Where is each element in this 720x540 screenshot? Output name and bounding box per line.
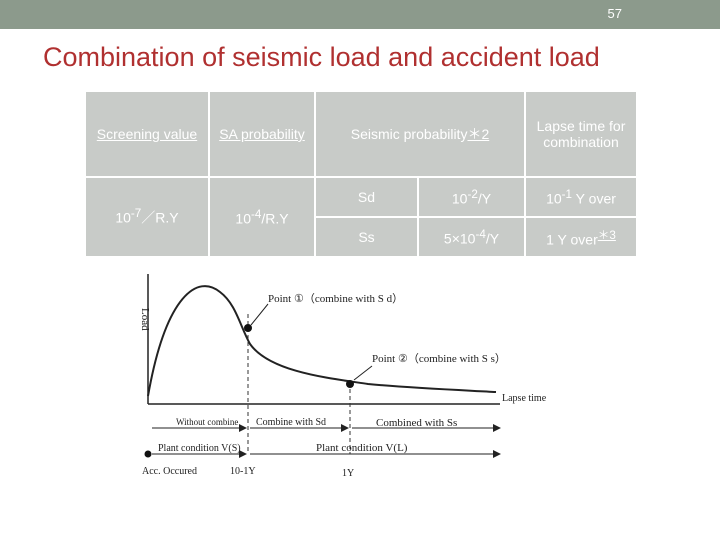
time-long-label: 1Y — [342, 468, 354, 479]
point-2-leader — [353, 365, 373, 381]
page-number: 57 — [607, 6, 622, 21]
without-combine-label: Without combine — [176, 417, 238, 427]
load-lapse-figure: Load Point ①（combine with S d） Point ②（c… — [139, 274, 547, 479]
y-axis-label: Load — [139, 308, 151, 331]
point-2-label: Point ②（combine with S s） — [372, 352, 506, 365]
slide-title: Combination of seismic load and accident… — [43, 42, 600, 72]
plant-condition-s-label: Plant condition V(S) — [158, 443, 241, 454]
acc-occured-label: Acc. Occured — [142, 466, 197, 477]
x-axis-label: Lapse time — [502, 393, 547, 404]
cell-sd-label: Sd — [314, 176, 419, 218]
cell-screening-value: 10-7／R.Y — [84, 176, 210, 258]
header-screening-value: Screening value — [84, 90, 210, 178]
point-1-label: Point ①（combine with S d） — [268, 292, 403, 305]
combine-ss-label: Combined with Ss — [376, 417, 457, 429]
plant-condition-l-label: Plant condition V(L) — [316, 442, 408, 454]
cell-ss-probability: 5×10-4/Y — [416, 216, 527, 258]
cell-sa-probability: 10-4/R.Y — [208, 176, 316, 258]
cell-sd-lapse: 10-1 Y over — [524, 176, 638, 218]
cell-ss-lapse: 1 Y over＊3 — [524, 216, 638, 258]
header-bar: 57 — [0, 0, 720, 29]
time-short-label: 10-1Y — [230, 466, 256, 477]
header-seismic-probability: Seismic probability＊2 — [314, 90, 526, 178]
cell-ss-label: Ss — [314, 216, 419, 258]
point-1-leader — [250, 303, 269, 326]
cell-sd-probability: 10-2/Y — [416, 176, 527, 218]
point-1-marker — [244, 324, 252, 332]
header-sa-probability: SA probability — [208, 90, 316, 178]
combination-table: Screening value SA probability Seismic p… — [84, 90, 638, 258]
combine-sd-label: Combine with Sd — [256, 417, 326, 428]
acc-occured-marker — [144, 450, 152, 458]
point-2-marker — [346, 380, 354, 388]
load-curve — [147, 285, 497, 397]
header-lapse-time: Lapse time for combination — [524, 90, 638, 178]
